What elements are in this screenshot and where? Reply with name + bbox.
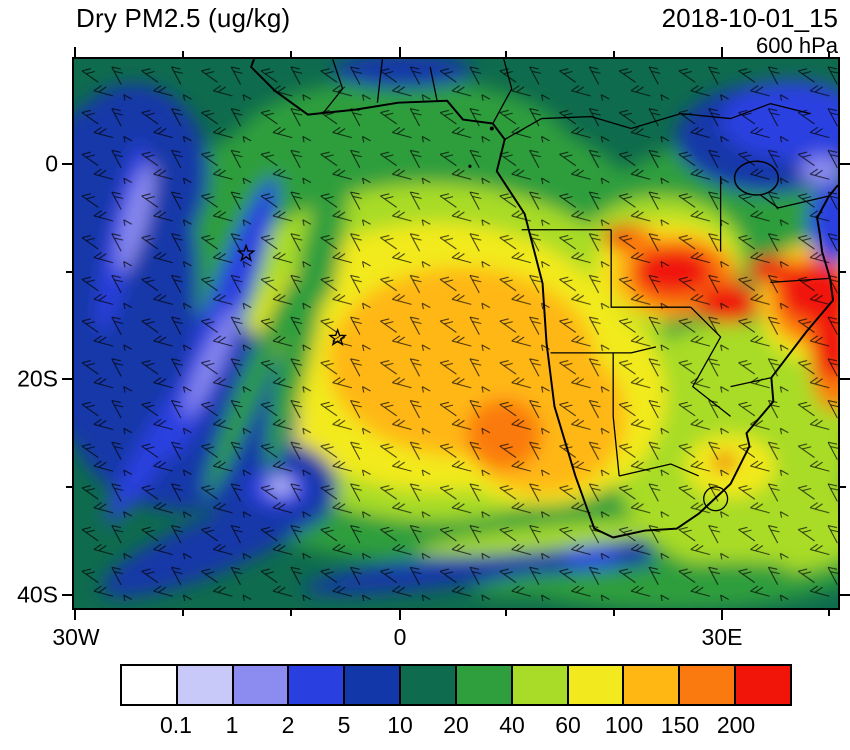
- lake-victoria-outline: [733, 160, 780, 196]
- colorbar-cell: [456, 664, 513, 706]
- colorbar-cell: [512, 664, 569, 706]
- plot-area: [72, 57, 840, 610]
- colorbar-label: 100: [604, 712, 644, 738]
- colorbar-cell: [345, 664, 402, 706]
- colorbar-label: 60: [555, 712, 581, 738]
- colorbar-label: 1: [225, 712, 239, 738]
- colorbar-cell: [401, 664, 457, 706]
- map-plot: 0 20S 40S 30W 0 30E: [17, 47, 850, 650]
- colorbar-cell: [680, 664, 737, 706]
- map-canvas: [74, 59, 838, 608]
- wind-barbs-layer: [74, 59, 838, 608]
- colorbar-cell: [233, 664, 290, 706]
- y-axis-label-0: 0: [45, 150, 58, 177]
- y-axis-label-20s: 20S: [17, 365, 58, 392]
- colorbar-label: 0.1: [159, 712, 192, 738]
- colorbar-label: 20: [443, 712, 469, 738]
- colorbar: [120, 664, 792, 706]
- y-axis-label-40s: 40S: [17, 581, 58, 608]
- pressure-level: 600 hPa: [756, 33, 838, 58]
- colorbar-labels: 0.1 1 2 5 10 20 40 60 100 150 200: [120, 712, 792, 738]
- colorbar-label: 150: [660, 712, 700, 738]
- colorbar-label: 200: [716, 712, 756, 738]
- x-axis-label-30e: 30E: [701, 624, 743, 650]
- colorbar-label: 2: [281, 712, 295, 738]
- valid-datetime: 2018-10-01_15: [661, 3, 838, 33]
- star-marker-st-helena: [328, 327, 348, 347]
- country-borders: [322, 59, 831, 512]
- colorbar-cell: [289, 664, 346, 706]
- colorbar-cell: [736, 664, 792, 706]
- colorbar-cell: [624, 664, 681, 706]
- colorbar-label: 10: [387, 712, 413, 738]
- coastline: [250, 59, 838, 539]
- island-dots: [468, 126, 494, 168]
- colorbar-cell: [120, 664, 178, 706]
- colorbar-label: 5: [337, 712, 351, 738]
- page-title: Dry PM2.5 (ug/kg): [76, 3, 291, 33]
- colorbar-cell: [177, 664, 234, 706]
- x-axis-label-0: 0: [393, 624, 407, 650]
- colorbar-cell: [568, 664, 625, 706]
- colorbar-label: 40: [499, 712, 525, 738]
- star-marker-ascension: [236, 243, 256, 262]
- x-axis-label-30w: 30W: [52, 624, 100, 650]
